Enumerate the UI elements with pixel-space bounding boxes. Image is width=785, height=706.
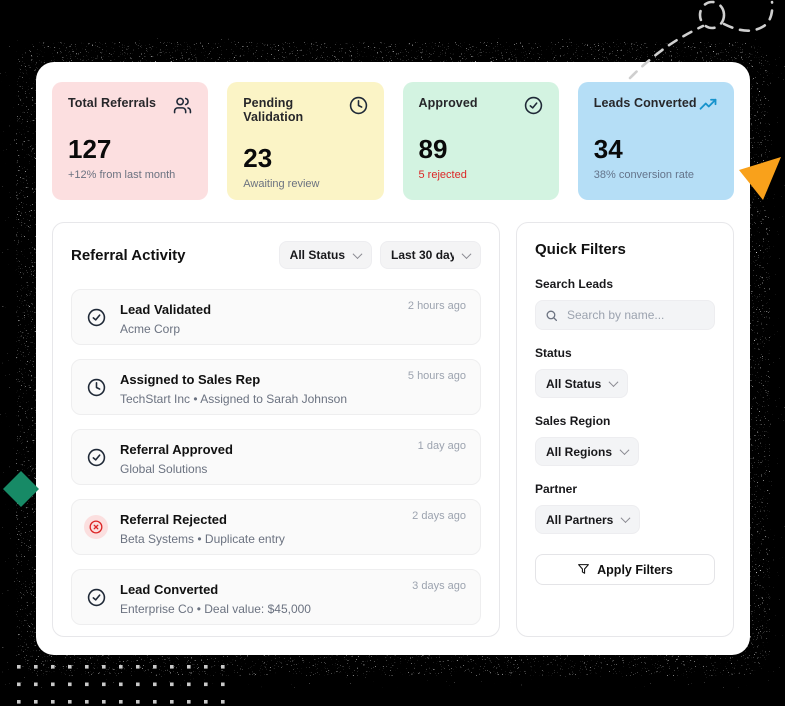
funnel-icon [577, 563, 590, 576]
activity-subtitle: Beta Systems • Duplicate entry [120, 532, 285, 546]
activity-row-lead-validated: Lead Validated Acme Corp 2 hours ago [71, 289, 481, 345]
dashboard-card: Total Referrals 127 +12% from last month… [36, 62, 750, 655]
activity-title: Referral Rejected [120, 512, 227, 527]
check-circle-icon [524, 96, 543, 115]
search-input[interactable] [565, 307, 705, 323]
quick-filters-title: Quick Filters [535, 241, 626, 258]
chevron-down-icon [461, 248, 472, 259]
referral-activity-panel: Referral Activity All Status Last 30 day… [52, 222, 500, 637]
status-select[interactable]: All Status [535, 369, 629, 398]
status-label: Status [535, 346, 572, 360]
stat-subtext: 38% conversion rate [593, 169, 695, 181]
stat-card-leads-converted: Leads Converted 34 38% conversion rate [577, 82, 734, 200]
check-circle-icon [84, 585, 108, 609]
x-circle-icon [84, 515, 108, 539]
clock-icon [349, 96, 368, 115]
dot-grid-decoration [4, 665, 236, 706]
stat-value: 127 [68, 134, 112, 164]
activity-timestamp: 3 days ago [412, 580, 466, 592]
chevron-down-icon [352, 248, 363, 259]
activity-subtitle: Acme Corp [120, 322, 181, 336]
search-leads-label: Search Leads [535, 277, 614, 291]
date-range-dropdown[interactable]: Last 30 days [380, 241, 481, 269]
stat-subtext: Awaiting review [243, 178, 320, 190]
search-icon [545, 309, 558, 322]
activity-row-assigned: Assigned to Sales Rep TechStart Inc • As… [71, 359, 481, 415]
activity-list: Lead Validated Acme Corp 2 hours ago Ass… [71, 289, 481, 625]
chevron-down-icon [620, 513, 631, 524]
stat-value: 89 [418, 134, 448, 164]
users-icon [173, 96, 192, 115]
date-range-value: Last 30 days [391, 248, 454, 262]
status-select-value: All Status [546, 376, 602, 391]
activity-timestamp: 1 day ago [417, 440, 466, 452]
stat-label: Pending Validation [243, 96, 304, 124]
partner-label: Partner [535, 482, 578, 496]
activity-subtitle: TechStart Inc • Assigned to Sarah Johnso… [120, 392, 348, 406]
activity-timestamp: 2 days ago [412, 510, 466, 522]
chevron-down-icon [619, 445, 630, 456]
activity-title: Lead Converted [120, 582, 219, 597]
stat-card-total-referrals: Total Referrals 127 +12% from last month [52, 82, 209, 200]
partner-select[interactable]: All Partners [535, 505, 641, 534]
apply-filters-label: Apply Filters [597, 562, 673, 577]
activity-subtitle: Enterprise Co • Deal value: $45,000 [120, 602, 311, 616]
activity-title: Lead Validated [120, 302, 212, 317]
chevron-down-icon [608, 377, 619, 388]
sales-region-select-value: All Regions [546, 444, 613, 459]
activity-title: Referral Approved [120, 442, 233, 457]
stat-subtext: 5 rejected [418, 169, 467, 181]
stat-card-pending-validation: Pending Validation 23 Awaiting review [227, 82, 384, 200]
search-box [535, 300, 715, 330]
activity-timestamp: 2 hours ago [407, 300, 466, 312]
stats-row: Total Referrals 127 +12% from last month… [52, 82, 734, 200]
sales-region-select[interactable]: All Regions [535, 437, 640, 466]
activity-title: Assigned to Sales Rep [120, 372, 261, 387]
status-filter-dropdown[interactable]: All Status [278, 241, 372, 269]
status-filter-value: All Status [289, 248, 345, 262]
check-circle-icon [84, 305, 108, 329]
stat-label: Total Referrals [68, 96, 157, 110]
apply-filters-button[interactable]: Apply Filters [535, 554, 715, 585]
content-row: Referral Activity All Status Last 30 day… [52, 222, 734, 637]
clock-icon [84, 375, 108, 399]
stat-value: 34 [593, 134, 623, 164]
sales-region-label: Sales Region [535, 414, 611, 428]
activity-row-approved: Referral Approved Global Solutions 1 day… [71, 429, 481, 485]
stat-label: Approved [418, 96, 478, 110]
partner-select-value: All Partners [546, 512, 614, 527]
trending-up-icon [699, 96, 718, 115]
quick-filters-panel: Quick Filters Search Leads Status A [516, 222, 734, 637]
activity-timestamp: 5 hours ago [407, 370, 466, 382]
referral-activity-title: Referral Activity [71, 246, 186, 264]
activity-row-rejected: Referral Rejected Beta Systems • Duplica… [71, 499, 481, 555]
stat-card-approved: Approved 89 5 rejected [402, 82, 559, 200]
check-circle-icon [84, 445, 108, 469]
stat-subtext: +12% from last month [68, 169, 176, 181]
stat-label: Leads Converted [593, 96, 697, 110]
stat-value: 23 [243, 143, 273, 173]
activity-row-converted: Lead Converted Enterprise Co • Deal valu… [71, 569, 481, 625]
activity-subtitle: Global Solutions [120, 462, 208, 476]
